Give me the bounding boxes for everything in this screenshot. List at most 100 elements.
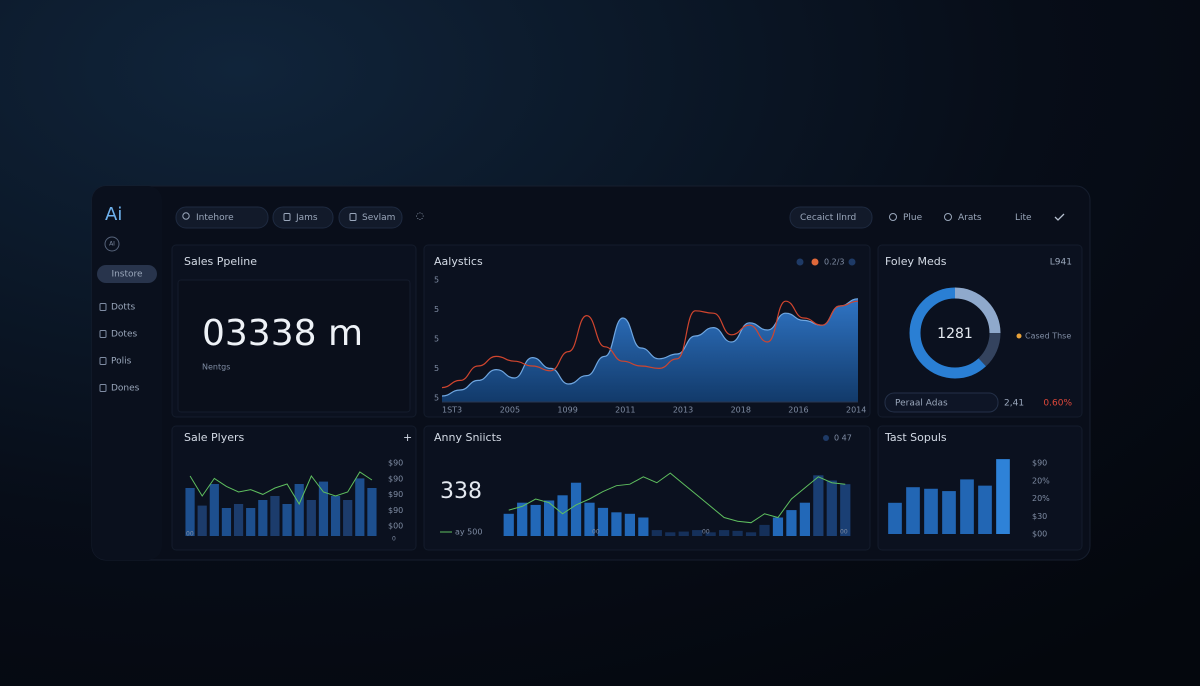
area-edge: [441, 298, 859, 397]
big-value: 338: [440, 479, 482, 504]
caption: Nentgs: [202, 363, 230, 372]
x-tick-label: 00: [702, 529, 710, 536]
x-tick-label: 2005: [500, 406, 520, 415]
search-text[interactable]: Intehore: [196, 213, 234, 223]
logo: Ai: [105, 204, 122, 225]
dropdown[interactable]: [789, 206, 873, 229]
bar: [705, 532, 716, 536]
check-icon[interactable]: [1054, 213, 1065, 221]
bar: [270, 496, 280, 536]
line: [508, 472, 846, 524]
tab[interactable]: [272, 206, 334, 229]
nav-icon[interactable]: [99, 330, 107, 338]
sidebar: [92, 186, 162, 560]
bar: [517, 502, 528, 536]
y-tick-label: 20%: [1032, 476, 1050, 485]
bar: [772, 517, 784, 536]
dropdown-label[interactable]: Cecaict Ilnrd: [800, 213, 856, 223]
bar: [330, 496, 341, 536]
nav-item[interactable]: Polis: [111, 357, 132, 367]
nav-icon[interactable]: [99, 303, 107, 311]
tab-icon: [349, 213, 357, 221]
bar: [318, 481, 329, 536]
bar: [209, 484, 219, 536]
bar: [840, 484, 851, 536]
badge: 0 47: [834, 434, 852, 443]
line: [189, 471, 373, 506]
bar: [343, 500, 353, 536]
area: [442, 298, 858, 402]
x-tick-label: 1ST3: [442, 406, 462, 415]
nav-item[interactable]: Dones: [111, 384, 140, 394]
bar: [942, 491, 956, 534]
line: [441, 300, 859, 389]
bar: [745, 532, 757, 536]
bar: [597, 507, 609, 536]
x-tick-label: 2011: [615, 406, 635, 415]
x-tick-label: 00: [592, 529, 600, 536]
bar: [584, 502, 595, 536]
bar: [258, 500, 268, 536]
panel-total: L941: [1050, 258, 1072, 268]
donut-center: 1281: [937, 326, 973, 342]
panel-title: Sales Ppeline: [184, 255, 257, 268]
y-tick-label: 5: [434, 276, 439, 285]
nav-item[interactable]: Dotts: [111, 303, 135, 313]
bar: [888, 502, 902, 534]
big-value: 03338 m: [202, 313, 363, 354]
legend-dot: [796, 258, 804, 266]
badge: AI: [109, 241, 115, 248]
bar: [665, 532, 676, 536]
panel: [877, 244, 1083, 418]
action-label[interactable]: Lite: [1015, 213, 1032, 223]
bar: [246, 508, 256, 536]
bar: [692, 530, 703, 536]
x-tick-label: 1099: [557, 406, 577, 415]
tab-label[interactable]: Sevlam: [362, 213, 395, 223]
y-tick-label: $00: [388, 522, 403, 531]
y-tick-label: $90: [388, 474, 403, 483]
bar: [651, 530, 662, 536]
legend-dot: [848, 258, 856, 266]
nav-icon[interactable]: [99, 384, 107, 392]
action-label[interactable]: Plue: [903, 213, 923, 223]
bar: [185, 488, 195, 536]
tab[interactable]: [338, 206, 403, 229]
y-tick-label: $90: [1032, 459, 1047, 468]
bar: [786, 510, 797, 536]
y-tick-label: $00: [1032, 530, 1047, 539]
bar: [996, 459, 1010, 534]
bar: [306, 500, 316, 536]
x-tick-label: 2014: [846, 406, 866, 415]
bar: [611, 512, 622, 536]
legend-label: Cased Thse: [1025, 332, 1071, 341]
footer-label[interactable]: Peraal Adas: [895, 399, 948, 409]
tab-label[interactable]: Jams: [295, 213, 318, 223]
x-tick-label: 0: [392, 536, 396, 543]
bar: [678, 531, 689, 536]
panel-inner: [177, 279, 411, 413]
sidebar-button-label[interactable]: Instore: [111, 270, 143, 280]
footer-pill[interactable]: [884, 392, 999, 413]
search-box[interactable]: [175, 206, 269, 229]
bar: [732, 530, 743, 536]
panel-title: Anny Sniicts: [434, 431, 502, 444]
action-icon: [944, 213, 952, 221]
bar: [355, 478, 365, 536]
action-icon: [889, 213, 897, 221]
legend-dot: [1016, 333, 1022, 339]
bar: [759, 524, 770, 536]
sidebar-button[interactable]: [97, 265, 157, 283]
nav-icon[interactable]: [99, 357, 107, 365]
toolbar-icon[interactable]: ◌: [416, 212, 424, 222]
x-tick-label: 2013: [673, 406, 693, 415]
bar: [282, 504, 292, 536]
bar: [906, 487, 920, 534]
bar: [570, 482, 582, 536]
nav-item[interactable]: Dotes: [111, 330, 138, 340]
footer-change: 0.60%: [1043, 399, 1072, 409]
add-button[interactable]: +: [403, 431, 412, 444]
bar: [960, 479, 974, 534]
legend-dot: [811, 258, 819, 266]
action-label[interactable]: Arats: [958, 213, 982, 223]
